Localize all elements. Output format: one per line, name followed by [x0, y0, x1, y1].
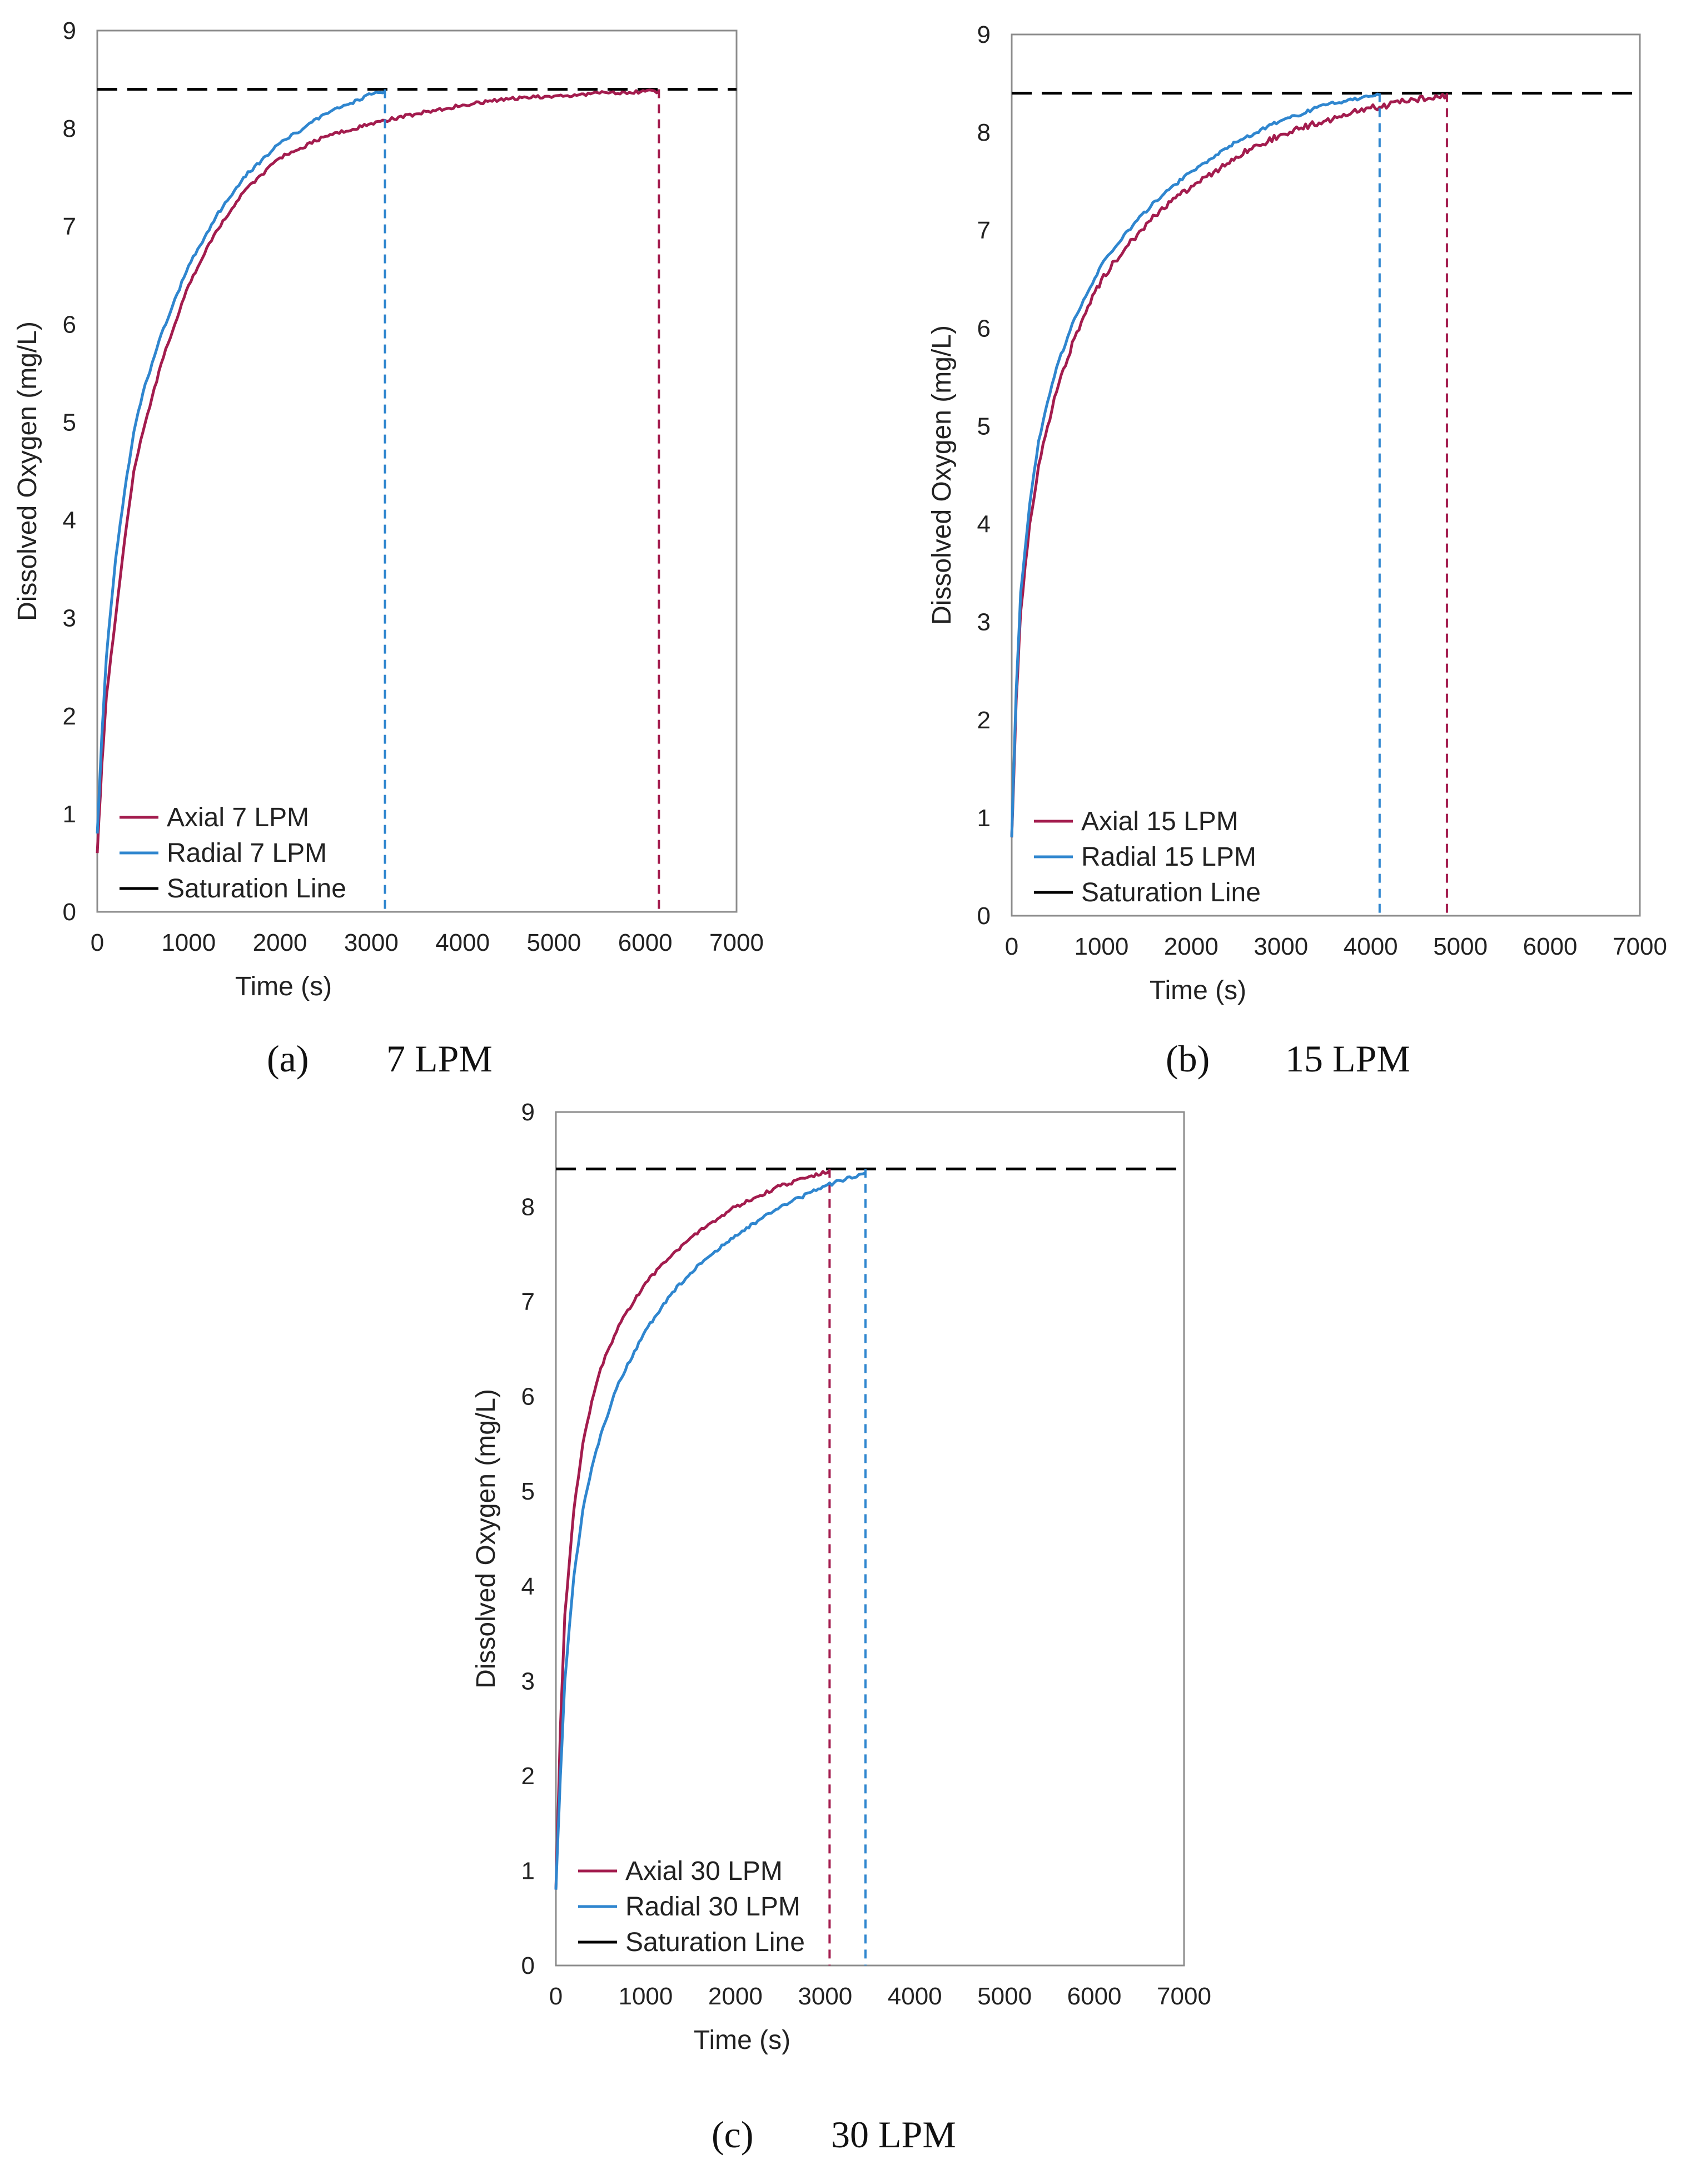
legend-entry-label: Saturation Line	[625, 1928, 805, 1957]
y-tick-label: 9	[63, 17, 76, 44]
radial-series-line-a	[96, 90, 386, 834]
y-tick-label: 3	[977, 609, 991, 636]
axial-series-line-b	[1010, 93, 1448, 838]
y-tick-label: 1	[521, 1857, 535, 1884]
chart-a-svg: 0 1 2 3 4 5 6 7 8 9 0 1000 2000 3000 4000 5000 6000 7000 T…	[13, 17, 764, 1001]
plot-frame-c	[555, 1111, 1185, 1967]
y-tick-label: 5	[977, 413, 991, 440]
chart-c-svg: 0 1 2 3 4 5 6 7 8 9 0 1000 2000 3000 4000 5000 6000 7000 T…	[471, 1099, 1211, 2055]
x-tick-label: 1000	[1074, 933, 1128, 960]
legend-entry-label: Radial 7 LPM	[167, 838, 327, 868]
x-tick-label: 1000	[161, 929, 216, 956]
x-tick-label: 6000	[1523, 933, 1578, 960]
caption-a-letter: (a)	[267, 1038, 309, 1080]
radial-series-line-c	[554, 1171, 866, 1890]
y-tick-label: 8	[977, 119, 991, 146]
chart-panel-b: 0 1 2 3 4 5 6 7 8 9 0 1000 2000 3000 4000 5000 6000 7000 T…	[912, 0, 1690, 1056]
x-tick-label: 6000	[1067, 1983, 1122, 2010]
chart-panel-c: 0 1 2 3 4 5 6 7 8 9 0 1000 2000 3000 4000 5000 6000 7000 T…	[456, 1079, 1234, 2124]
x-tick-label: 7000	[1613, 933, 1667, 960]
y-axis-label: Dissolved Oxygen (mg/L)	[471, 1389, 501, 1689]
x-axis-label: Time (s)	[694, 2026, 790, 2055]
x-tick-label: 4000	[1344, 933, 1398, 960]
legend-entry-label: Radial 15 LPM	[1081, 842, 1256, 872]
legend-entry-label: Radial 30 LPM	[625, 1892, 800, 1922]
y-tick-label: 4	[977, 511, 991, 538]
x-tick-label: 2000	[1164, 933, 1218, 960]
y-tick-label: 7	[977, 217, 991, 244]
x-tick-label: 2000	[708, 1983, 763, 2010]
caption-a-text: 7 LPM	[386, 1038, 493, 1080]
y-tick-label: 6	[63, 311, 76, 338]
x-tick-label: 5000	[526, 929, 581, 956]
caption-c-text: 30 LPM	[831, 2113, 956, 2156]
caption-c-letter: (c)	[712, 2113, 754, 2156]
legend-entry-label: Saturation Line	[1081, 878, 1261, 907]
y-tick-label: 7	[521, 1288, 535, 1316]
legend-entry-label: Saturation Line	[167, 874, 346, 904]
legend-entry-label: Axial 15 LPM	[1081, 807, 1239, 836]
y-tick-label: 5	[521, 1478, 535, 1505]
y-tick-label: 6	[521, 1383, 535, 1411]
y-tick-label: 7	[63, 213, 76, 240]
caption-b-text: 15 LPM	[1285, 1038, 1410, 1080]
x-tick-label: 3000	[1254, 933, 1308, 960]
caption-b-letter: (b)	[1166, 1038, 1210, 1080]
plot-frame-b	[1011, 33, 1641, 917]
x-tick-label: 0	[91, 929, 104, 956]
y-tick-label: 4	[63, 507, 76, 534]
x-tick-label: 3000	[344, 929, 399, 956]
plot-frame-a	[96, 29, 738, 913]
y-tick-label: 5	[63, 409, 76, 436]
x-tick-label: 2000	[253, 929, 307, 956]
x-tick-label: 0	[549, 1983, 563, 2010]
y-tick-label: 2	[977, 707, 991, 734]
y-tick-label: 4	[521, 1573, 535, 1600]
chart-b-svg: 0 1 2 3 4 5 6 7 8 9 0 1000 2000 3000 4000 5000 6000 7000 T…	[927, 21, 1667, 1005]
y-tick-label: 2	[521, 1763, 535, 1790]
y-tick-label: 0	[977, 902, 991, 930]
x-axis-label: Time (s)	[235, 972, 332, 1001]
y-tick-label: 8	[521, 1194, 535, 1221]
y-tick-label: 3	[63, 605, 76, 632]
x-tick-label: 6000	[618, 929, 673, 956]
legend-entry-label: Axial 30 LPM	[625, 1857, 783, 1886]
caption-a: (a) 7 LPM	[267, 1037, 493, 1081]
y-axis-label: Dissolved Oxygen (mg/L)	[927, 325, 957, 625]
x-tick-label: 3000	[798, 1983, 852, 2010]
y-tick-label: 8	[63, 115, 76, 142]
x-tick-label: 7000	[1157, 1983, 1211, 2010]
y-tick-label: 0	[521, 1952, 535, 1979]
y-tick-label: 6	[977, 315, 991, 342]
x-tick-label: 7000	[709, 929, 764, 956]
x-tick-label: 5000	[1433, 933, 1488, 960]
y-tick-label: 9	[521, 1099, 535, 1126]
y-tick-label: 1	[977, 805, 991, 832]
axial-series-line-a	[96, 88, 660, 853]
legend-entry-label: Axial 7 LPM	[167, 803, 309, 832]
x-tick-label: 1000	[618, 1983, 673, 2010]
y-tick-label: 1	[63, 801, 76, 828]
y-tick-label: 3	[521, 1667, 535, 1695]
x-tick-label: 0	[1005, 933, 1018, 960]
x-tick-label: 5000	[977, 1983, 1032, 2010]
radial-series-line-b	[1010, 92, 1381, 838]
y-tick-label: 2	[63, 703, 76, 730]
y-tick-label: 0	[63, 899, 76, 926]
x-axis-label: Time (s)	[1150, 976, 1246, 1005]
caption-c: (c) 30 LPM	[712, 2113, 956, 2157]
y-axis-label: Dissolved Oxygen (mg/L)	[13, 321, 42, 621]
axial-series-line-c	[554, 1169, 831, 1890]
caption-b: (b) 15 LPM	[1166, 1037, 1410, 1081]
chart-panel-a: 0 1 2 3 4 5 6 7 8 9 0 1000 2000 3000 4000 5000 6000 7000 T…	[0, 0, 806, 1056]
x-tick-label: 4000	[888, 1983, 942, 2010]
y-tick-label: 9	[977, 21, 991, 48]
x-tick-label: 4000	[435, 929, 490, 956]
